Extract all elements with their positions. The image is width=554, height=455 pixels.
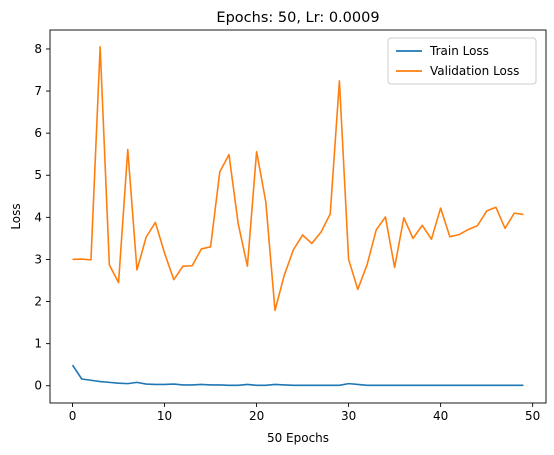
x-axis: 0 10 20 30 40 50 <box>69 403 540 423</box>
legend-entry: Train Loss <box>429 44 489 58</box>
legend-box <box>387 37 537 85</box>
y-tick-label: 7 <box>34 84 42 98</box>
series-line-validation-loss <box>72 46 524 312</box>
x-tick-label: 20 <box>249 409 264 423</box>
y-axis: 0 1 2 3 4 5 6 7 8 <box>34 42 50 393</box>
y-tick-label: 6 <box>34 126 42 140</box>
y-tick-label: 5 <box>34 168 42 182</box>
x-tick-label: 0 <box>69 409 77 423</box>
y-tick-label: 4 <box>34 210 42 224</box>
y-tick-label: 1 <box>34 337 42 351</box>
y-tick-label: 3 <box>34 252 42 266</box>
x-tick-label: 10 <box>157 409 172 423</box>
legend-entry: Validation Loss <box>430 64 519 78</box>
y-tick-label: 2 <box>34 295 42 309</box>
legend: Train Loss Validation Loss <box>387 37 537 85</box>
x-axis-label: 50 Epochs <box>267 431 329 445</box>
y-tick-label: 8 <box>34 42 42 56</box>
chart-title: Epochs: 50, Lr: 0.0009 <box>216 10 379 26</box>
plot-frame <box>49 29 547 404</box>
y-tick-label: 0 <box>34 379 42 393</box>
plot-area <box>49 29 547 404</box>
x-tick-label: 50 <box>525 409 540 423</box>
y-axis-label: Loss <box>9 203 23 229</box>
x-tick-label: 40 <box>433 409 448 423</box>
series-line-train-loss <box>71 364 524 387</box>
x-tick-label: 30 <box>341 409 356 423</box>
